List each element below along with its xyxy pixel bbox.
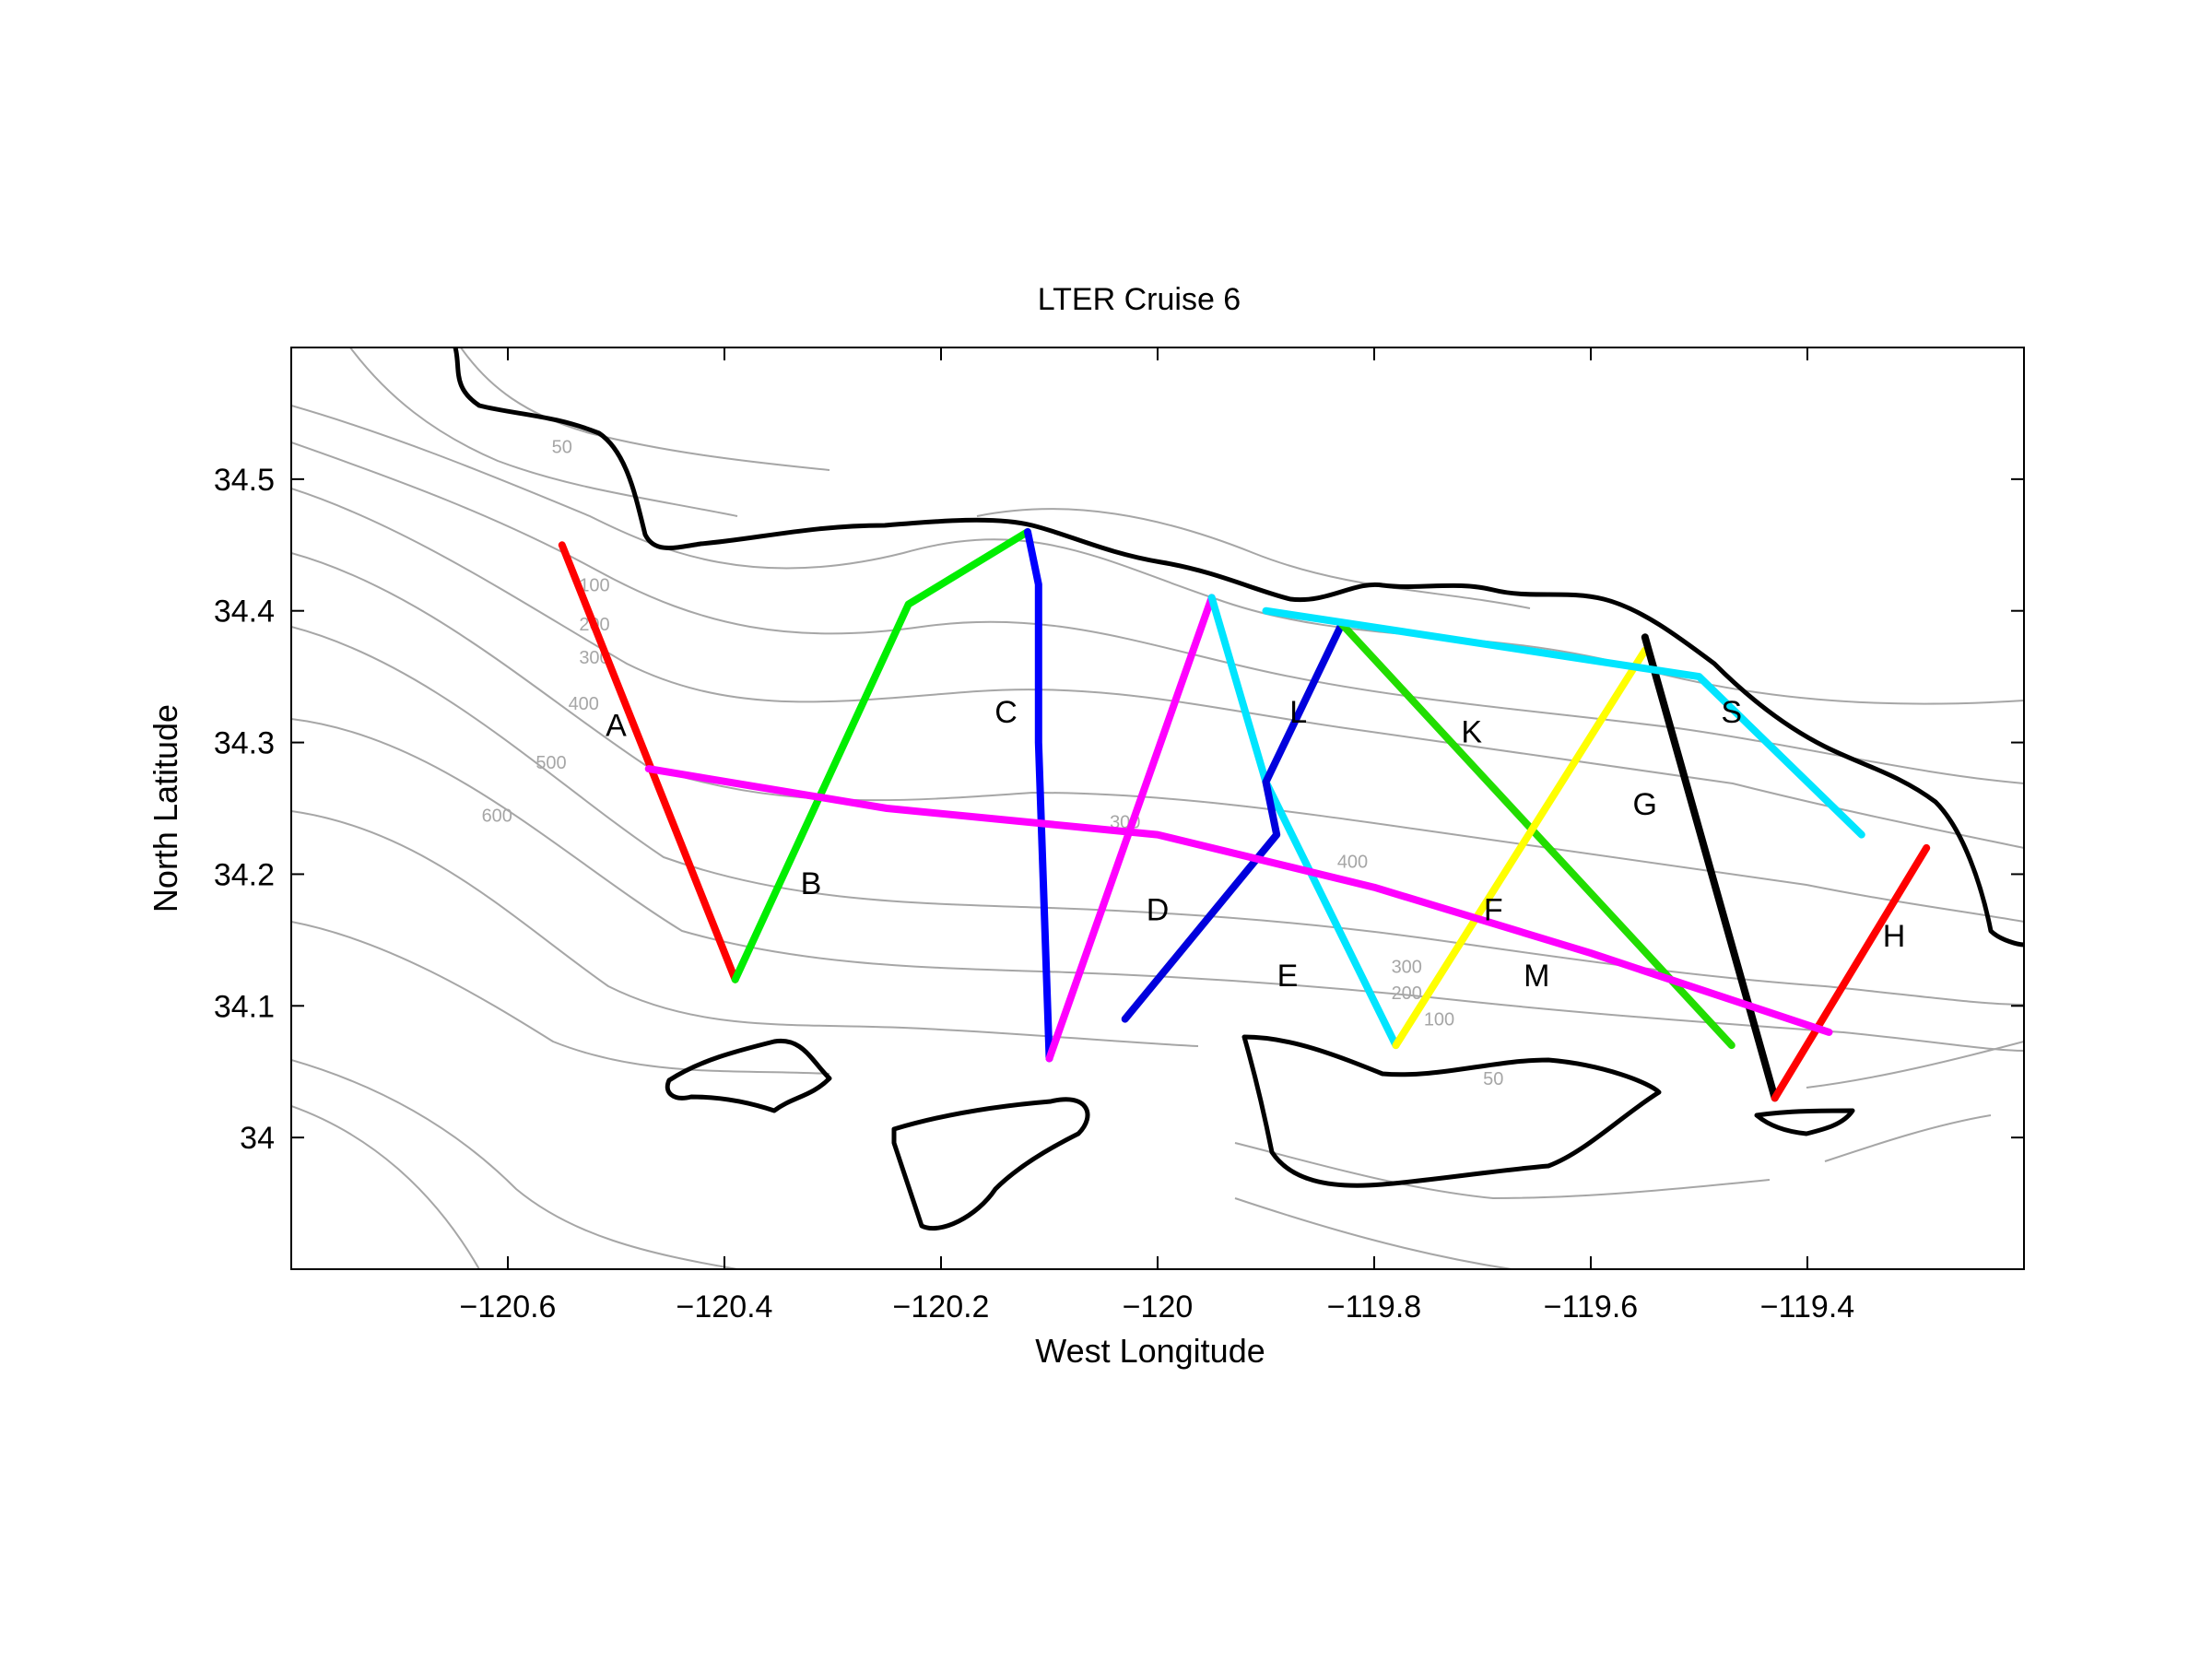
contour-line	[291, 718, 2024, 1052]
transect-label-c: C	[994, 695, 1018, 730]
contour-line	[460, 347, 830, 471]
coastline-segment	[453, 347, 2024, 948]
x-axis-ticks: −120.6 −120.4 −120.2 −120 −119.8 −119.6 −119.4	[460, 347, 1854, 1324]
coastline-segment	[1754, 1108, 1855, 1136]
contour-depth-label: 100	[579, 575, 609, 595]
contour-depth-label: 400	[1337, 852, 1368, 872]
transect-f	[1392, 646, 1649, 1050]
transect-label-b: B	[801, 866, 822, 901]
x-tick-label: −120.2	[893, 1289, 990, 1324]
transect-d	[1045, 594, 1216, 1063]
y-tick-label: 34.2	[214, 857, 275, 892]
contour-line	[291, 921, 830, 1075]
contour-line	[291, 626, 2024, 1006]
contour-line	[1806, 1041, 2024, 1089]
y-tick-label: 34.4	[214, 595, 275, 630]
transect-label-f: F	[1484, 892, 1503, 927]
transect-label-h: H	[1883, 919, 1906, 954]
x-tick-label: −120.6	[460, 1289, 557, 1324]
transect-m	[644, 765, 1833, 1036]
contour-depth-label: 300	[1392, 958, 1422, 978]
x-axis-label: West Longitude	[1035, 1332, 1265, 1370]
contour-line	[976, 508, 1531, 609]
transect-label-g: G	[1633, 787, 1657, 822]
contour-depth-label: 600	[482, 806, 512, 826]
y-tick-label: 34.5	[214, 463, 275, 498]
contour-line	[349, 347, 738, 517]
x-tick-label: −120.4	[677, 1289, 773, 1324]
contour-line	[291, 405, 2024, 705]
contour-depth-label: 50	[1483, 1069, 1503, 1089]
transect-c	[1024, 528, 1053, 1063]
coastline	[453, 347, 2024, 1231]
transect-label-d: D	[1147, 892, 1170, 927]
x-tick-label: −119.4	[1760, 1289, 1854, 1324]
y-tick-label: 34.3	[214, 726, 275, 761]
contour-line	[1234, 1142, 1771, 1200]
transect-l	[1121, 620, 1346, 1023]
contour-line	[1824, 1114, 1992, 1162]
contour-line	[291, 1105, 480, 1269]
contour-depth-label: 100	[1424, 1010, 1454, 1030]
coastline-segment	[891, 1097, 1090, 1231]
contour-depth-label: 200	[1392, 983, 1422, 1004]
transect-label-m: M	[1524, 959, 1549, 994]
transect-b	[731, 528, 1031, 983]
transect-h	[1771, 843, 1931, 1102]
transect-g	[1641, 633, 1779, 1102]
contour-line	[291, 552, 2024, 923]
coastline-segment	[1241, 1034, 1662, 1188]
contour-line	[291, 1059, 738, 1269]
transect-label-a: A	[606, 708, 627, 743]
y-tick-label: 34.1	[214, 989, 275, 1024]
x-tick-label: −120	[1123, 1289, 1194, 1324]
y-axis-ticks: 34 34.1 34.2 34.3 34.4 34.5	[214, 463, 2024, 1156]
plot-background	[291, 347, 2024, 1269]
transect-labels: A B C D E L K F G S H M	[606, 695, 1905, 994]
x-tick-label: −119.8	[1327, 1289, 1421, 1324]
bathymetry-contours	[291, 347, 2024, 1269]
x-tick-label: −119.6	[1544, 1289, 1638, 1324]
transect-label-s: S	[1721, 695, 1742, 730]
transect-label-l: L	[1289, 695, 1307, 730]
chart-title: LTER Cruise 6	[1038, 282, 1241, 317]
contour-line	[1234, 1197, 1512, 1269]
contour-line	[291, 488, 2024, 849]
transect-label-e: E	[1277, 959, 1299, 994]
y-axis-label: North Latitude	[147, 704, 184, 912]
coastline-segment	[665, 1038, 832, 1113]
contour-depth-label: 500	[535, 753, 566, 773]
transect-lines	[558, 528, 1931, 1102]
transect-a	[558, 541, 739, 983]
y-tick-label: 34	[240, 1121, 275, 1156]
contour-depth-label: 50	[552, 437, 572, 457]
transect-s	[1262, 606, 1865, 839]
contour-depth-label: 400	[569, 694, 599, 714]
transect-label-k: K	[1461, 715, 1482, 750]
